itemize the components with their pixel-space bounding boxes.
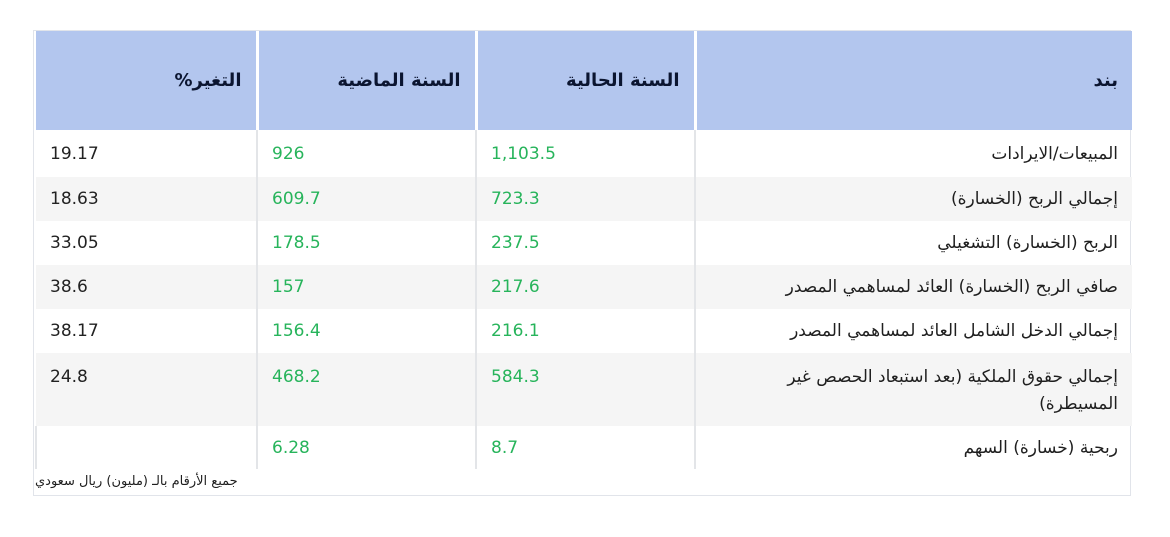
row-current-value: 8.7 (475, 426, 695, 469)
row-change-value: 18.63 (36, 177, 257, 221)
row-item-label: إجمالي حقوق الملكية (بعد استبعاد الحصص غ… (694, 353, 1132, 426)
row-previous-value: 468.2 (256, 353, 476, 426)
row-current-value: 584.3 (475, 353, 695, 426)
table-row: إجمالي الربح (الخسارة) 723.3 609.7 18.63 (36, 177, 1132, 221)
table-header: بند السنة الحالية السنة الماضية التغير% (36, 31, 1132, 130)
row-item-label: إجمالي الدخل الشامل العائد لمساهمي المصد… (694, 309, 1132, 353)
row-change-value: 38.17 (50, 321, 99, 341)
row-current-value: 216.1 (475, 309, 695, 353)
table-row: صافي الربح (الخسارة) العائد لمساهمي المص… (36, 265, 1132, 309)
row-previous-value: 156.4 (256, 309, 476, 353)
row-change-value: 33.05 (50, 233, 99, 253)
row-previous-value: 6.28 (256, 426, 476, 469)
row-change-value: 38.6 (36, 265, 257, 309)
row-item-label: ربحية (خسارة) السهم (694, 426, 1132, 469)
row-current-value: 217.6 (475, 265, 695, 309)
table-row: إجمالي حقوق الملكية (بعد استبعاد الحصص غ… (36, 353, 1132, 426)
table-row: المبيعات/الايرادات 1,103.5 926 19.17 (36, 130, 1132, 177)
row-previous-value: 926 (256, 130, 476, 177)
row-item-label: صافي الربح (الخسارة) العائد لمساهمي المص… (694, 265, 1132, 309)
row-current-value: 723.3 (475, 177, 695, 221)
row-previous-value: 178.5 (256, 221, 476, 265)
row-change-value: 19.17 (50, 143, 99, 164)
header-current-year: السنة الحالية (474, 31, 695, 130)
row-current-value: 237.5 (475, 221, 695, 265)
table-row: ربحية (خسارة) السهم 8.7 6.28 (35, 426, 1132, 469)
row-current-value: 1,103.5 (475, 130, 695, 177)
row-change-value (35, 426, 257, 469)
row-item-label: المبيعات/الايرادات (694, 130, 1132, 177)
row-previous-value: 157 (256, 265, 476, 309)
header-previous-year: السنة الماضية (255, 31, 476, 130)
row-item-label: الربح (الخسارة) التشغيلي (694, 221, 1132, 265)
row-previous-value: 609.7 (256, 177, 476, 221)
financial-summary-table: بند السنة الحالية السنة الماضية التغير% … (35, 31, 1132, 469)
row-item-label: إجمالي الربح (الخسارة) (694, 177, 1132, 221)
table-row: إجمالي الدخل الشامل العائد لمساهمي المصد… (36, 309, 1132, 353)
row-change-value: 24.8 (36, 353, 257, 426)
header-change: التغير% (36, 31, 257, 130)
units-footnote: جميع الأرقام بالـ (مليون) ريال سعودي (35, 474, 238, 489)
table-row: الربح (الخسارة) التشغيلي 237.5 178.5 33.… (36, 221, 1132, 265)
header-item: بند (693, 31, 1132, 130)
